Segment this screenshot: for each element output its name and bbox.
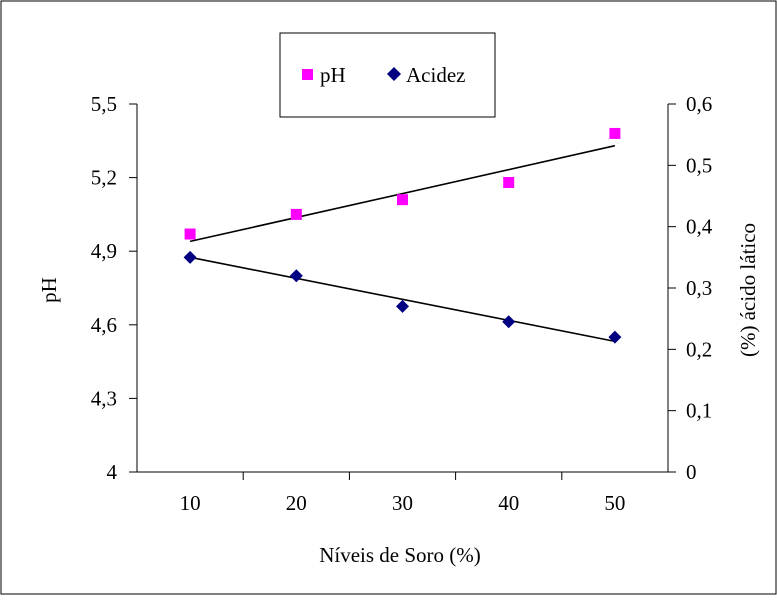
legend-box [279,32,496,118]
marker-acidez [502,315,516,329]
marker-ph [184,228,196,240]
y-axis-right-label: (%) ácido lático [736,223,760,357]
y-left-tick-label: 4,3 [91,386,117,410]
marker-ph [397,194,408,206]
x-tick-label: 30 [392,491,413,515]
y-right-tick-label: 0,1 [686,399,712,423]
trendline-acidez [189,256,616,343]
marker-acidez [183,250,197,264]
y-right-tick-label: 0,4 [686,215,713,239]
y-right-tick-label: 0 [686,460,697,484]
marker-ph [503,177,515,189]
legend-ph-label: pH [320,63,346,87]
x-tick-label: 10 [180,491,201,515]
legend-acidez-label: Acidez [406,63,465,87]
trendline-ph [189,144,616,243]
y-left-tick-label: 4,9 [91,239,117,263]
x-tick-label: 40 [498,491,519,515]
y-axis-left-label: pH [37,277,61,303]
x-tick-label: 50 [604,491,625,515]
legend-acidez-marker [387,67,401,81]
y-right-tick-label: 0,3 [686,276,712,300]
y-left-tick-label: 4,6 [91,313,117,337]
y-left-tick-label: 5,5 [91,92,117,116]
marker-acidez [608,330,622,344]
marker-acidez [396,299,409,313]
y-right-tick-label: 0,2 [686,337,712,361]
legend: pH Acidez [279,32,496,118]
y-right-tick-label: 0,6 [686,92,712,116]
axes: 4 4,3 4,6 4,9 5,2 5,5 0 0,1 0,2 0,3 0,4 0,5 0,6 10 20 3… [91,92,713,515]
x-axis-label: Níveis de Soro (%) [319,543,481,567]
x-tick-label: 20 [286,491,307,515]
legend-ph-marker [302,69,313,80]
data-markers [183,127,622,344]
marker-ph [609,127,621,139]
y-left-tick-label: 4 [107,460,118,484]
y-left-tick-label: 5,2 [91,166,117,190]
y-right-tick-label: 0,5 [686,153,712,177]
trendlines [189,144,616,343]
marker-acidez [289,269,303,283]
marker-ph [290,208,302,220]
